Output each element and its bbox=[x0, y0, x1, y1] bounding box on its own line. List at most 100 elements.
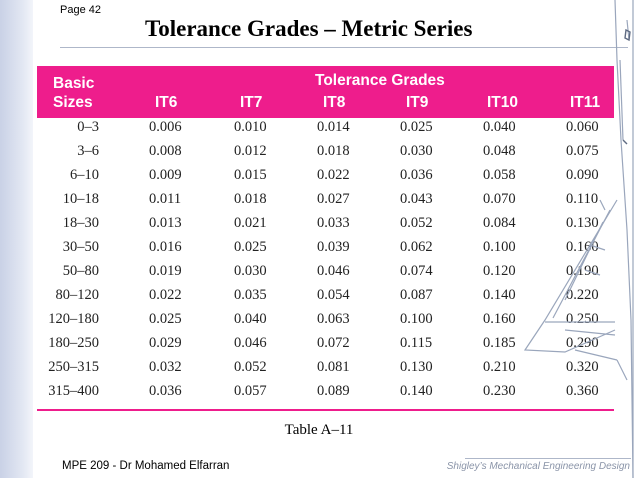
table-cell: 0.036 bbox=[149, 383, 182, 399]
column-header: IT11 bbox=[570, 94, 601, 111]
column-header: IT8 bbox=[323, 94, 346, 111]
row-basic-size: 0–3 bbox=[77, 119, 99, 135]
table-cell: 0.230 bbox=[483, 383, 516, 399]
table-cell: 0.075 bbox=[566, 143, 599, 159]
table-cell: 0.120 bbox=[483, 263, 516, 279]
table-cell: 0.087 bbox=[400, 287, 433, 303]
table-cell: 0.100 bbox=[400, 311, 433, 327]
row-basic-size: 180–250 bbox=[48, 335, 99, 351]
table-cell: 0.052 bbox=[400, 215, 433, 231]
table-cell: 0.025 bbox=[234, 239, 267, 255]
table-cell: 0.060 bbox=[566, 119, 599, 135]
table-cell: 0.062 bbox=[400, 239, 433, 255]
footer-book-title: Shigley’s Mechanical Engineering Design bbox=[446, 461, 630, 472]
table-cell: 0.072 bbox=[317, 335, 350, 351]
table-cell: 0.035 bbox=[234, 287, 267, 303]
column-header: IT10 bbox=[487, 94, 519, 111]
table-cell: 0.185 bbox=[483, 335, 516, 351]
table-cell: 0.250 bbox=[566, 311, 599, 327]
table-cell: 0.089 bbox=[317, 383, 350, 399]
table-cell: 0.220 bbox=[566, 287, 599, 303]
table-cell: 0.018 bbox=[317, 143, 350, 159]
table-cell: 0.290 bbox=[566, 335, 599, 351]
column-header: IT7 bbox=[240, 94, 263, 111]
table-cell: 0.320 bbox=[566, 359, 599, 375]
row-basic-size: 10–18 bbox=[62, 191, 99, 207]
table-cell: 0.074 bbox=[400, 263, 433, 279]
table-cell: 0.022 bbox=[149, 287, 182, 303]
row-basic-size: 315–400 bbox=[48, 383, 99, 399]
table-cell: 0.054 bbox=[317, 287, 350, 303]
table-cell: 0.009 bbox=[149, 167, 182, 183]
table-cell: 0.057 bbox=[234, 383, 267, 399]
table-cell: 0.140 bbox=[400, 383, 433, 399]
table-cell: 0.130 bbox=[566, 215, 599, 231]
table-cell: 0.160 bbox=[566, 239, 599, 255]
table-cell: 0.115 bbox=[400, 335, 433, 351]
table-cell: 0.039 bbox=[317, 239, 350, 255]
table-cell: 0.100 bbox=[483, 239, 516, 255]
header-sizes-label: Sizes bbox=[53, 94, 93, 111]
row-basic-size: 80–120 bbox=[55, 287, 100, 303]
table-cell: 0.014 bbox=[317, 119, 350, 135]
table-cell: 0.130 bbox=[400, 359, 433, 375]
table-row: 50–80 0.019 0.030 0.046 0.074 0.120 0.190 bbox=[37, 263, 614, 286]
table-cell: 0.019 bbox=[149, 263, 182, 279]
table-caption: Table A–11 bbox=[284, 422, 354, 438]
table-header: Basic Sizes Tolerance Grades IT6 IT7 IT8… bbox=[37, 66, 614, 118]
table-cell: 0.012 bbox=[234, 143, 267, 159]
row-basic-size: 30–50 bbox=[62, 239, 99, 255]
row-basic-size: 120–180 bbox=[48, 311, 99, 327]
footer-course: MPE 209 - Dr Mohamed Elfarran bbox=[62, 460, 230, 472]
table-cell: 0.011 bbox=[149, 191, 182, 207]
footer-divider bbox=[465, 458, 631, 459]
table-cell: 0.030 bbox=[234, 263, 267, 279]
column-header: IT6 bbox=[155, 94, 178, 111]
header-basic-label: Basic bbox=[53, 75, 95, 92]
table-cell: 0.058 bbox=[483, 167, 516, 183]
row-basic-size: 18–30 bbox=[62, 215, 99, 231]
table-row: 18–30 0.013 0.021 0.033 0.052 0.084 0.130 bbox=[37, 215, 614, 238]
table-row: 250–315 0.032 0.052 0.081 0.130 0.210 0.320 bbox=[37, 359, 614, 382]
table-cell: 0.081 bbox=[317, 359, 350, 375]
table-row: 6–10 0.009 0.015 0.022 0.036 0.058 0.090 bbox=[37, 167, 614, 190]
table-cell: 0.036 bbox=[400, 167, 433, 183]
table-row: 10–18 0.011 0.018 0.027 0.043 0.070 0.110 bbox=[37, 191, 614, 214]
table-cell: 0.140 bbox=[483, 287, 516, 303]
table-cell: 0.190 bbox=[566, 263, 599, 279]
table-cell: 0.018 bbox=[234, 191, 267, 207]
page-title: Tolerance Grades – Metric Series bbox=[145, 16, 473, 41]
table-cell: 0.063 bbox=[317, 311, 350, 327]
table-cell: 0.110 bbox=[566, 191, 599, 207]
table-cell: 0.090 bbox=[566, 167, 599, 183]
table-cell: 0.040 bbox=[234, 311, 267, 327]
table-cell: 0.010 bbox=[234, 119, 267, 135]
table-cell: 0.032 bbox=[149, 359, 182, 375]
table-cell: 0.025 bbox=[149, 311, 182, 327]
table-cell: 0.016 bbox=[149, 239, 182, 255]
table-cell: 0.210 bbox=[483, 359, 516, 375]
table-cell: 0.043 bbox=[400, 191, 433, 207]
row-basic-size: 3–6 bbox=[77, 143, 99, 159]
table-cell: 0.022 bbox=[317, 167, 350, 183]
title-divider bbox=[60, 47, 628, 48]
table-row: 180–250 0.029 0.046 0.072 0.115 0.185 0.290 bbox=[37, 335, 614, 358]
table-row: 30–50 0.016 0.025 0.039 0.062 0.100 0.160 bbox=[37, 239, 614, 262]
table-cell: 0.048 bbox=[483, 143, 516, 159]
table-cell: 0.030 bbox=[400, 143, 433, 159]
table-cell: 0.040 bbox=[483, 119, 516, 135]
space-shuttle-illustration bbox=[523, 0, 634, 478]
table-cell: 0.033 bbox=[317, 215, 350, 231]
table-row: 120–180 0.025 0.040 0.063 0.100 0.160 0.250 bbox=[37, 311, 614, 334]
table-cell: 0.029 bbox=[149, 335, 182, 351]
table-cell: 0.021 bbox=[234, 215, 267, 231]
row-basic-size: 250–315 bbox=[48, 359, 99, 375]
table-cell: 0.046 bbox=[234, 335, 267, 351]
table-row: 315–400 0.036 0.057 0.089 0.140 0.230 0.360 bbox=[37, 383, 614, 406]
table-row: 3–6 0.008 0.012 0.018 0.030 0.048 0.075 bbox=[37, 143, 614, 166]
tolerance-table: 0–3 0.006 0.010 0.014 0.025 0.040 0.060 3–6 0.00… bbox=[37, 118, 614, 408]
table-row: 80–120 0.022 0.035 0.054 0.087 0.140 0.220 bbox=[37, 287, 614, 310]
table-cell: 0.360 bbox=[566, 383, 599, 399]
table-cell: 0.006 bbox=[149, 119, 182, 135]
table-row: 0–3 0.006 0.010 0.014 0.025 0.040 0.060 bbox=[37, 119, 614, 142]
